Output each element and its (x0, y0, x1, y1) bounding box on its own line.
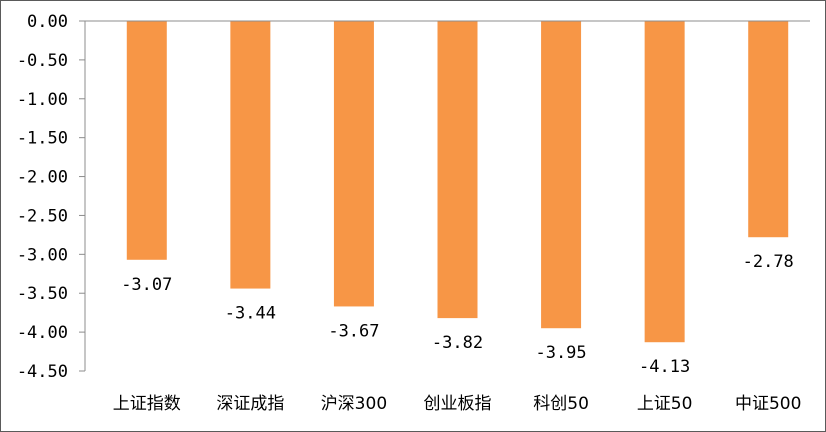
y-tick-label: -4.50 (17, 362, 68, 382)
x-tick-label: 创业板指 (424, 394, 492, 414)
x-axis-labels: 上证指数 深证成指 沪深300 创业板指 科创50 上证50 中证500 (113, 394, 802, 414)
bar (644, 21, 685, 343)
y-tick-label: -2.00 (17, 168, 68, 188)
data-label: -3.95 (535, 343, 586, 363)
bar (230, 21, 271, 289)
x-tick-label: 上证50 (637, 394, 693, 414)
bar (333, 21, 374, 307)
x-tick-label: 科创50 (533, 394, 589, 414)
bar (541, 21, 582, 329)
x-tick-label: 中证500 (735, 394, 801, 414)
y-tick-label: -1.00 (17, 90, 68, 110)
data-label: -3.67 (328, 321, 379, 341)
data-labels: -3.07 -3.44 -3.67 -3.82 -3.95 -4.13 -2.78 (121, 252, 794, 377)
y-tick-label: -2.50 (17, 206, 68, 226)
y-axis: 0.00 -0.50 -1.00 -1.50 -2.00 -2.50 -3.00 -3.50 -… (17, 12, 85, 382)
bars (126, 21, 789, 343)
y-tick-label: -4.00 (17, 323, 68, 343)
y-tick-label: -3.00 (17, 245, 68, 265)
bar (126, 21, 167, 260)
x-tick-label: 沪深300 (321, 394, 387, 414)
data-label: -2.78 (743, 252, 794, 272)
y-tick-label: 0.00 (27, 12, 68, 32)
data-label: -3.44 (225, 304, 276, 324)
x-tick-label: 深证成指 (216, 394, 284, 414)
bar (748, 21, 789, 238)
y-tick-label: -0.50 (17, 51, 68, 71)
data-label: -4.13 (639, 357, 690, 377)
x-tick-label: 上证指数 (113, 394, 181, 414)
bar (437, 21, 478, 319)
y-tick-label: -1.50 (17, 129, 68, 149)
y-tick-label: -3.50 (17, 284, 68, 304)
data-label: -3.82 (432, 333, 483, 353)
data-label: -3.07 (121, 275, 172, 295)
